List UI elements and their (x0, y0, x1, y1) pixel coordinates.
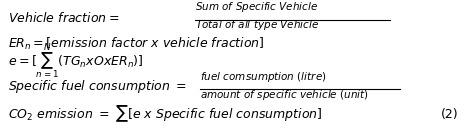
Text: $\mathit{e} = [\sum_{n=1}^{N}(\mathit{TG}_{n}\mathit{xOxER}_{n})]$: $\mathit{e} = [\sum_{n=1}^{N}(\mathit{TG… (8, 42, 144, 81)
Text: $\mathit{amount\ of\ specific\ vehicle\ (unit)}$: $\mathit{amount\ of\ specific\ vehicle\ … (200, 88, 369, 102)
Text: $\mathit{CO}_{2}\ \mathit{emission}\ =\ \sum[\mathit{e\ x\ Specific\ fuel\ consu: $\mathit{CO}_{2}\ \mathit{emission}\ =\ … (8, 103, 322, 124)
Text: $\mathit{Vehicle\ fraction} =$: $\mathit{Vehicle\ fraction} =$ (8, 11, 120, 25)
Text: $\mathit{Sum\ of\ Specific\ Vehicle}$: $\mathit{Sum\ of\ Specific\ Vehicle}$ (195, 0, 318, 14)
Text: $\mathit{ER}_{n} = [\mathit{emission\ factor\ x\ vehicle\ fraction}]$: $\mathit{ER}_{n} = [\mathit{emission\ fa… (8, 36, 265, 52)
Text: $\mathit{Total\ of\ all\ type\ Vehicle}$: $\mathit{Total\ of\ all\ type\ Vehicle}$ (195, 18, 319, 32)
Text: (2): (2) (441, 108, 459, 121)
Text: $\mathit{fuel\ comsumption\ (litre)}$: $\mathit{fuel\ comsumption\ (litre)}$ (200, 70, 326, 84)
Text: $\mathit{Specific\ fuel\ consumption}\ =$: $\mathit{Specific\ fuel\ consumption}\ =… (8, 78, 187, 95)
